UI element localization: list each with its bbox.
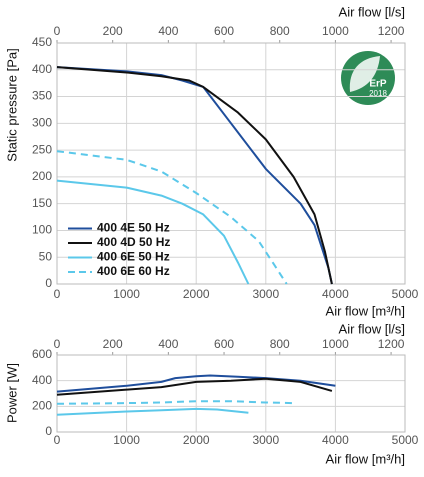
y-axis-title: Static pressure [Pa]: [4, 48, 19, 161]
y-axis-title: Power [W]: [4, 363, 19, 423]
y-tick-label: 350: [32, 89, 52, 103]
y-tick-label: 0: [45, 276, 52, 290]
x-tick-label: 0: [54, 287, 61, 301]
x2-tick-label: 800: [270, 337, 290, 351]
x-tick-label: 4000: [322, 433, 349, 447]
series-line: [56, 150, 288, 285]
x2-axis-title: Air flow [l/s]: [339, 321, 405, 336]
series-line: [56, 66, 333, 285]
y-tick-label: 200: [32, 169, 52, 183]
y-tick-label: 400: [32, 373, 52, 387]
x-tick-label: 3000: [252, 287, 279, 301]
x-tick-label: 1000: [113, 287, 140, 301]
x2-tick-label: 200: [103, 24, 123, 38]
x2-tick-label: 600: [214, 337, 234, 351]
x-tick-label: 1000: [113, 433, 140, 447]
y-tick-label: 250: [32, 142, 52, 156]
series-line: [56, 407, 249, 416]
y-tick-label: 150: [32, 196, 52, 210]
x2-tick-label: 200: [103, 337, 123, 351]
x-tick-label: 3000: [252, 433, 279, 447]
legend-label: 400 4E 50 Hz: [97, 221, 170, 235]
y-tick-label: 600: [32, 347, 52, 361]
x-tick-label: 0: [54, 433, 61, 447]
legend-label: 400 4D 50 Hz: [97, 235, 170, 249]
series-line: [56, 400, 294, 405]
x-tick-label: 2000: [183, 433, 210, 447]
x2-tick-label: 0: [54, 24, 61, 38]
x-tick-label: 2000: [183, 287, 210, 301]
y-tick-label: 200: [32, 399, 52, 413]
series-line: [56, 179, 250, 285]
badge-year: 2018: [369, 89, 387, 98]
y-tick-label: 100: [32, 223, 52, 237]
x-tick-label: 5000: [392, 433, 419, 447]
y-tick-label: 450: [32, 35, 52, 49]
plot-frame: [56, 42, 406, 285]
x2-tick-label: 400: [158, 24, 178, 38]
series-line: [56, 377, 333, 396]
x-axis-title: Air flow [m³/h]: [326, 451, 405, 466]
legend-label: 400 6E 50 Hz: [97, 250, 170, 264]
x2-tick-label: 1200: [378, 337, 405, 351]
x2-axis-title: Air flow [l/s]: [339, 4, 405, 19]
legend-label: 400 6E 60 Hz: [97, 264, 170, 278]
badge-leaf: [349, 56, 380, 92]
x2-tick-label: 1000: [322, 337, 349, 351]
erp-badge: ErP 2018: [341, 51, 395, 105]
x2-tick-label: 0: [54, 337, 61, 351]
y-tick-label: 400: [32, 62, 52, 76]
y-tick-label: 0: [45, 424, 52, 438]
x2-tick-label: 800: [270, 24, 290, 38]
x2-tick-label: 400: [158, 337, 178, 351]
x-tick-label: 5000: [392, 287, 419, 301]
x2-tick-label: 600: [214, 24, 234, 38]
x-tick-label: 4000: [322, 287, 349, 301]
x-axis-title: Air flow [m³/h]: [326, 303, 405, 318]
badge-label: ErP: [369, 79, 387, 90]
x2-tick-label: 1000: [322, 24, 349, 38]
y-tick-label: 50: [39, 249, 53, 263]
x2-tick-label: 1200: [378, 24, 405, 38]
series-line: [56, 66, 333, 285]
plot-frame: [56, 354, 406, 433]
y-tick-label: 300: [32, 116, 52, 130]
